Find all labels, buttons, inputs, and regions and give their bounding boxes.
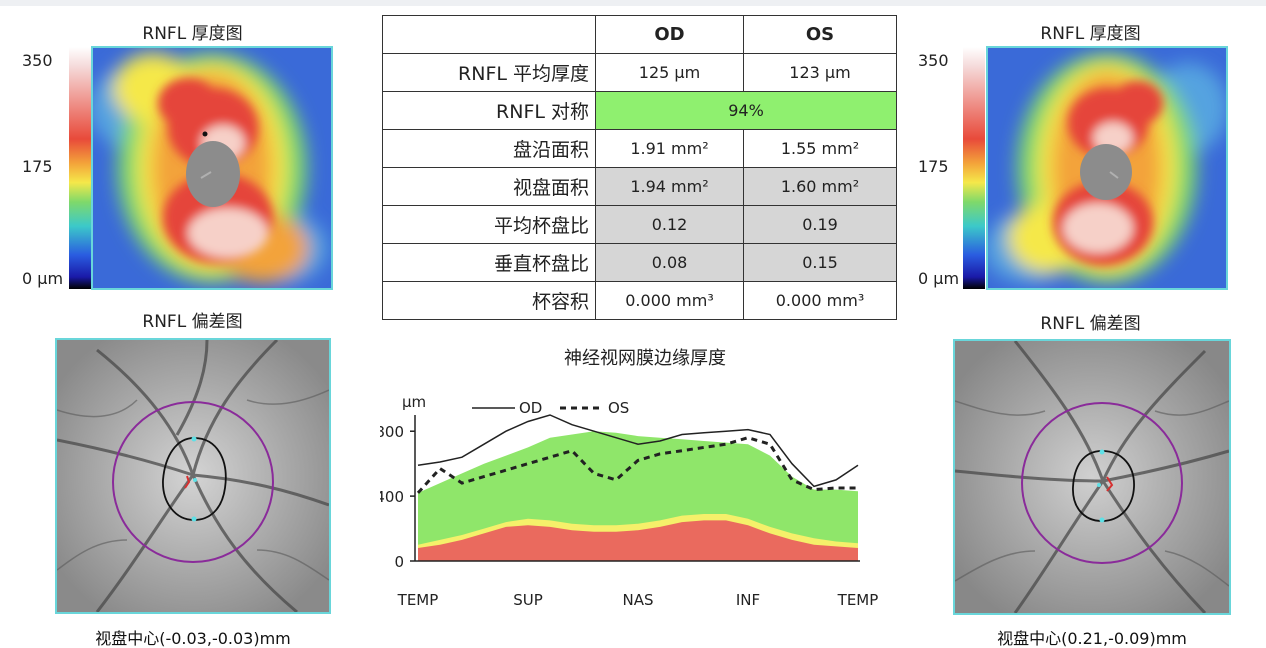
od-scale-unit: μm (37, 269, 64, 288)
y-tick-label: 800 (380, 423, 404, 441)
os-thickness-map-title: RNFL 厚度图 (1040, 24, 1141, 44)
rim-thickness-profile-chart: 0 400 800 TEMP SUP NAS INF TEMP μm OD OS (380, 393, 879, 609)
table-row: RNFL 平均厚度 125 μm 123 μm (382, 53, 897, 92)
table-header-cell (382, 15, 596, 54)
os-rnfl-thickness-map (986, 46, 1228, 290)
table-row: 杯容积 0.000 mm³ 0.000 mm³ (382, 281, 897, 320)
table-row: 盘沿面积 1.91 mm² 1.55 mm² (382, 129, 897, 168)
x-tick-label: NAS (622, 591, 653, 609)
rnfl-metrics-table: OD OS RNFL 平均厚度 125 μm 123 μm RNFL 对称 94… (382, 15, 897, 320)
cell-os-rim-area: 1.55 mm² (743, 129, 897, 168)
od-thickness-map-title: RNFL 厚度图 (142, 24, 243, 44)
cell-od-avg-cd-ratio: 0.12 (595, 205, 744, 244)
od-disc-center: 视盘中心(-0.03,-0.03)mm (95, 629, 291, 648)
y-tick-label: 400 (380, 488, 404, 506)
cell-od-disc-area: 1.94 mm² (595, 167, 744, 206)
os-disc-center: 视盘中心(0.21,-0.09)mm (997, 629, 1187, 648)
row-label-cup-volume: 杯容积 (382, 281, 596, 320)
cell-od-vertical-cd-ratio: 0.08 (595, 243, 744, 282)
os-thickness-color-scale (963, 47, 985, 289)
os-deviation-map-title: RNFL 偏差图 (1040, 314, 1141, 334)
os-scale-min: 0 μm (918, 269, 960, 288)
x-tick-label: INF (736, 591, 760, 609)
os-rnfl-deviation-map (953, 339, 1231, 615)
x-tick-label: SUP (513, 591, 543, 609)
os-scale-unit: μm (933, 269, 960, 288)
od-scale-min: 0 μm (22, 269, 64, 288)
legend-od-label: OD (519, 399, 542, 417)
table-row: 平均杯盘比 0.12 0.19 (382, 205, 897, 244)
cell-os-disc-area: 1.60 mm² (743, 167, 897, 206)
table-header-od: OD (595, 15, 744, 54)
cell-od-rim-area: 1.91 mm² (595, 129, 744, 168)
series-line-od (417, 414, 859, 488)
row-label-avg-thickness: RNFL 平均厚度 (382, 53, 596, 92)
table-row: RNFL 对称 94% (382, 91, 897, 130)
table-row: 垂直杯盘比 0.08 0.15 (382, 243, 897, 282)
od-deviation-map-title: RNFL 偏差图 (142, 312, 243, 332)
cell-od-cup-volume: 0.000 mm³ (595, 281, 744, 320)
row-label-vertical-cd-ratio: 垂直杯盘比 (382, 243, 596, 282)
chart-title: 神经视网膜边缘厚度 (564, 348, 726, 369)
os-scale-max: 350 (918, 51, 949, 70)
cell-os-cup-volume: 0.000 mm³ (743, 281, 897, 320)
table-header-row: OD OS (382, 15, 897, 54)
row-label-disc-area: 视盘面积 (382, 167, 596, 206)
od-thickness-color-scale (69, 47, 91, 289)
row-label-symmetry: RNFL 对称 (382, 91, 596, 130)
row-label-avg-cd-ratio: 平均杯盘比 (382, 205, 596, 244)
x-tick-label: TEMP (837, 591, 879, 609)
series-line-os (416, 436, 858, 494)
cell-os-avg-thickness: 123 μm (743, 53, 897, 92)
cell-od-avg-thickness: 125 μm (595, 53, 744, 92)
cell-symmetry: 94% (595, 91, 897, 130)
os-scale-mid: 175 (918, 157, 949, 176)
x-tick-label: TEMP (397, 591, 439, 609)
y-axis-label: μm (402, 393, 426, 411)
od-rnfl-thickness-map (91, 46, 333, 290)
od-scale-max: 350 (22, 51, 53, 70)
legend-os-label: OS (608, 399, 629, 417)
top-bar (0, 0, 1266, 6)
cell-os-avg-cd-ratio: 0.19 (743, 205, 897, 244)
row-label-rim-area: 盘沿面积 (382, 129, 596, 168)
table-row: 视盘面积 1.94 mm² 1.60 mm² (382, 167, 897, 206)
table-header-os: OS (743, 15, 897, 54)
od-rnfl-deviation-map (55, 338, 331, 614)
cell-os-vertical-cd-ratio: 0.15 (743, 243, 897, 282)
y-tick-label: 0 (394, 553, 404, 571)
od-scale-mid: 175 (22, 157, 53, 176)
abnormal-range-band (418, 520, 858, 561)
